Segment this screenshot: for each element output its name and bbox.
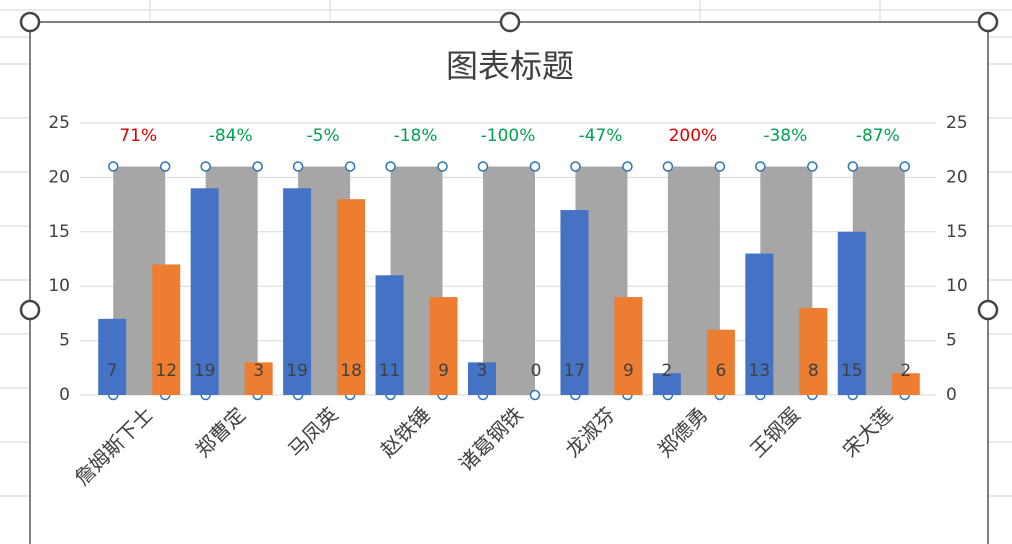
- bar: [468, 362, 496, 395]
- chart-title: 图表标题: [446, 47, 574, 85]
- data-label: 3: [253, 361, 264, 381]
- y-tick-label: 25: [48, 113, 70, 133]
- y-tick-label: 10: [48, 276, 70, 296]
- y-tick-label: 0: [59, 385, 70, 405]
- bar: [152, 264, 181, 395]
- resize-handle[interactable]: [977, 11, 999, 33]
- bar: [244, 362, 273, 395]
- selection-handle: [477, 161, 489, 172]
- bar: [614, 297, 643, 395]
- sheet-grid: [0, 0, 1012, 497]
- data-label: 13: [749, 361, 771, 381]
- bar: [375, 275, 404, 395]
- selection-handle: [847, 161, 859, 172]
- resize-handle[interactable]: [499, 11, 521, 33]
- selection-handle: [570, 161, 581, 172]
- bar: [891, 373, 920, 395]
- bar: [98, 318, 127, 395]
- data-label: 2: [661, 361, 672, 381]
- annotation: 200%: [669, 126, 718, 146]
- data-label: 3: [477, 361, 488, 381]
- selection-handle: [385, 161, 396, 172]
- data-label: 2: [900, 361, 911, 381]
- annotation: 71%: [119, 126, 157, 146]
- data-label: 9: [623, 361, 634, 381]
- annotation: -5%: [307, 126, 340, 146]
- annotation: -87%: [856, 126, 900, 146]
- selection-handle: [200, 161, 211, 172]
- bar: [283, 188, 312, 395]
- selection-handle: [292, 161, 304, 172]
- data-label: 19: [286, 361, 308, 381]
- annotation: -47%: [578, 126, 622, 146]
- resize-handle[interactable]: [19, 299, 41, 321]
- bar: [706, 329, 735, 395]
- resize-handle[interactable]: [19, 11, 41, 33]
- selection-handle: [807, 161, 818, 172]
- data-label: 9: [438, 361, 449, 381]
- bar: [837, 231, 866, 395]
- selection-handle: [622, 161, 633, 172]
- annotation: -100%: [481, 126, 536, 146]
- y-tick-label: 5: [59, 331, 70, 351]
- chart-handles: [19, 11, 999, 321]
- data-label: 15: [841, 361, 863, 381]
- selection-handle: [437, 161, 448, 172]
- data-label: 12: [155, 361, 177, 381]
- data-label: 0: [531, 361, 542, 381]
- selection-handle: [107, 161, 119, 172]
- y2-tick-label: 10: [946, 276, 968, 296]
- y-tick-label: 15: [48, 222, 70, 242]
- annotation: -84%: [209, 126, 253, 146]
- bar: [337, 199, 366, 395]
- data-label: 8: [808, 361, 819, 381]
- data-label: 19: [194, 361, 216, 381]
- y2-tick-label: 15: [946, 222, 968, 242]
- resize-handle[interactable]: [977, 299, 999, 321]
- selection-handle: [529, 161, 541, 172]
- data-label: 11: [379, 361, 401, 381]
- bar: [652, 373, 681, 395]
- bar: [799, 307, 828, 395]
- selection-handle: [252, 161, 263, 172]
- selection-handle: [662, 161, 674, 172]
- annotation: -18%: [394, 126, 438, 146]
- data-label: 18: [340, 361, 362, 381]
- y-tick-label: 20: [48, 167, 70, 187]
- selection-handle: [755, 161, 766, 172]
- bar: [483, 166, 535, 395]
- bar: [429, 297, 458, 395]
- y2-tick-label: 5: [946, 331, 957, 351]
- data-label: 7: [107, 361, 118, 381]
- selection-handle: [714, 161, 726, 172]
- selection-handle: [899, 161, 911, 172]
- y2-tick-label: 25: [946, 113, 968, 133]
- y2-tick-label: 20: [946, 167, 968, 187]
- bar: [190, 188, 219, 395]
- selection-handle: [529, 389, 541, 401]
- annotation: -38%: [763, 126, 807, 146]
- data-label: 17: [564, 361, 586, 381]
- bar: [560, 210, 589, 395]
- selection-handle: [344, 161, 356, 172]
- data-label: 6: [715, 361, 726, 381]
- bar: [745, 253, 774, 395]
- selection-handle: [159, 161, 171, 172]
- y2-tick-label: 0: [946, 385, 957, 405]
